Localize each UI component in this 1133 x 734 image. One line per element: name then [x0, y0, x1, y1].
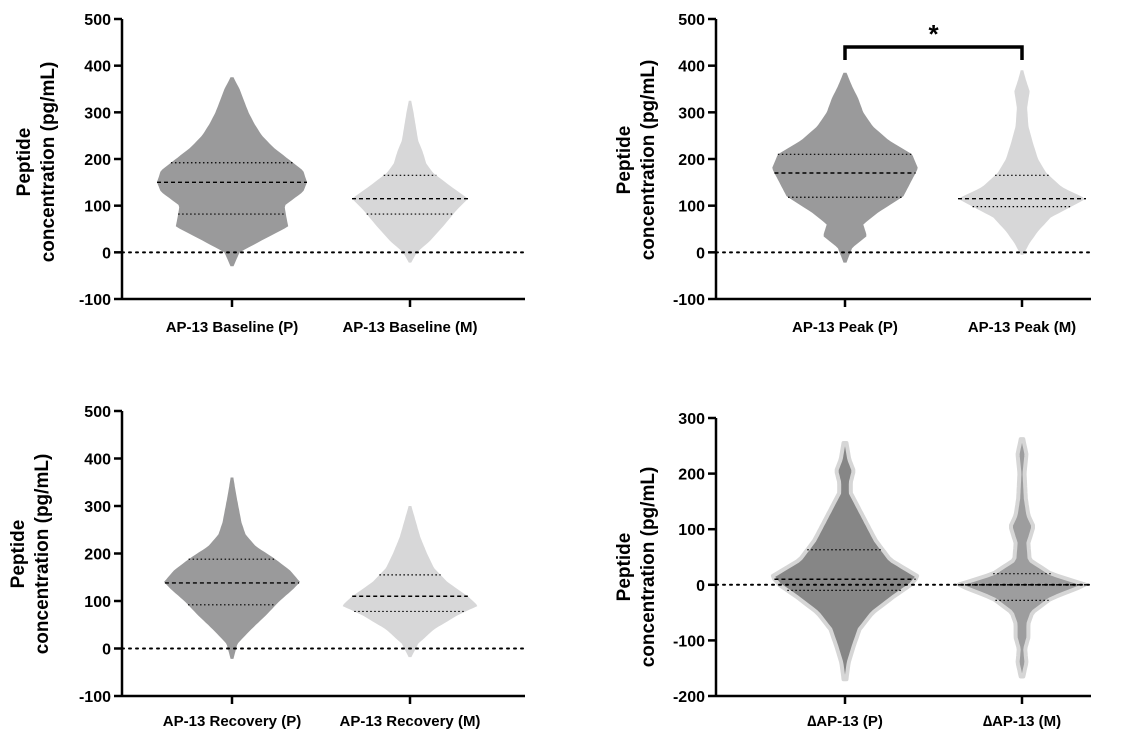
y-tick-label: 400 — [678, 59, 705, 76]
y-tick-label: 100 — [678, 199, 705, 216]
y-tick-label: 100 — [678, 522, 705, 539]
y-tick-label: 200 — [84, 547, 111, 564]
y-axis-title-line-1: Peptide — [14, 128, 35, 197]
plot-area: -100 0 100 200 300 400 500 AP-13 Recovery (P) AP… — [79, 404, 526, 730]
violin-p — [770, 441, 920, 682]
y-tick-label: 100 — [84, 199, 111, 216]
violin-p — [157, 77, 307, 267]
y-tick-label: -100 — [79, 689, 111, 706]
y-tick-label: 500 — [678, 12, 705, 29]
y-tick-label: 200 — [678, 467, 705, 484]
y-axis-title: Peptide concentration (pg/mL) — [8, 454, 53, 655]
y-tick-label: -100 — [79, 292, 111, 309]
y-tick-label: 500 — [84, 404, 111, 421]
violin-m — [342, 506, 478, 658]
violin-m — [956, 437, 1088, 679]
x-category-label: AP-13 Recovery (P) — [163, 713, 301, 730]
y-axis-title: Peptide concentration (pg/mL) — [614, 60, 659, 261]
chart-panel-recovery: Peptide concentration (pg/mL) -100 0 100 20… — [8, 404, 526, 730]
y-tick-label: 300 — [678, 411, 705, 428]
chart-panel-delta: Peptide concentration (pg/mL) -200 -100 0 1… — [614, 411, 1092, 730]
y-tick-label: 200 — [678, 152, 705, 169]
x-category-label: ∆AP-13 (P) — [807, 713, 883, 730]
y-tick-label: 0 — [102, 642, 111, 659]
y-tick-label: -100 — [673, 292, 705, 309]
y-axis-title-line-2: concentration (pg/mL) — [638, 467, 659, 668]
y-axis-title-line-2: concentration (pg/mL) — [32, 454, 53, 655]
y-tick-label: -100 — [673, 633, 705, 650]
y-tick-label: 0 — [696, 578, 705, 595]
y-tick-label: 300 — [84, 499, 111, 516]
violin-p — [772, 72, 918, 263]
violin-m — [353, 100, 467, 263]
x-category-label: ∆AP-13 (M) — [983, 713, 1061, 730]
x-category-label: AP-13 Baseline (M) — [342, 319, 477, 336]
y-axis-title: Peptide concentration (pg/mL) — [14, 62, 59, 263]
significance-star: * — [928, 19, 939, 49]
y-tick-label: 200 — [84, 152, 111, 169]
y-axis-title: Peptide concentration (pg/mL) — [614, 467, 659, 668]
y-tick-label: 0 — [696, 245, 705, 262]
y-axis-title-line-2: concentration (pg/mL) — [638, 60, 659, 261]
y-tick-label: 400 — [84, 452, 111, 469]
chart-panel-peak: Peptide concentration (pg/mL) -100 0 100 20… — [614, 12, 1092, 336]
x-category-label: AP-13 Recovery (M) — [340, 713, 481, 730]
y-tick-label: 500 — [84, 12, 111, 29]
x-category-label: AP-13 Peak (P) — [792, 319, 898, 336]
chart-panel-baseline: Peptide concentration (pg/mL) -100 0 100 20… — [14, 12, 526, 336]
y-tick-label: 300 — [678, 105, 705, 122]
y-tick-label: 300 — [84, 105, 111, 122]
violin-m — [959, 70, 1085, 255]
y-tick-label: 0 — [102, 245, 111, 262]
x-category-label: AP-13 Peak (M) — [968, 319, 1076, 336]
y-axis-title-line-1: Peptide — [8, 520, 29, 589]
x-category-label: AP-13 Baseline (P) — [166, 319, 299, 336]
significance-bracket — [843, 45, 1024, 60]
plot-area: -200 -100 0 100 200 300 ∆AP-13 (P) ∆AP-13 (M) — [673, 411, 1092, 730]
y-axis-title-line-1: Peptide — [614, 126, 635, 195]
plot-area: -100 0 100 200 300 400 500 AP-13 Peak (P) AP-13 … — [673, 12, 1092, 336]
y-tick-label: -200 — [673, 689, 705, 706]
y-axis-title-line-1: Peptide — [614, 533, 635, 602]
y-tick-label: 100 — [84, 594, 111, 611]
plot-area: -100 0 100 200 300 400 500 AP-13 Baseline (P) AP… — [79, 12, 526, 336]
violin-p — [164, 477, 300, 659]
y-tick-label: 400 — [84, 59, 111, 76]
y-axis-title-line-2: concentration (pg/mL) — [38, 62, 59, 263]
